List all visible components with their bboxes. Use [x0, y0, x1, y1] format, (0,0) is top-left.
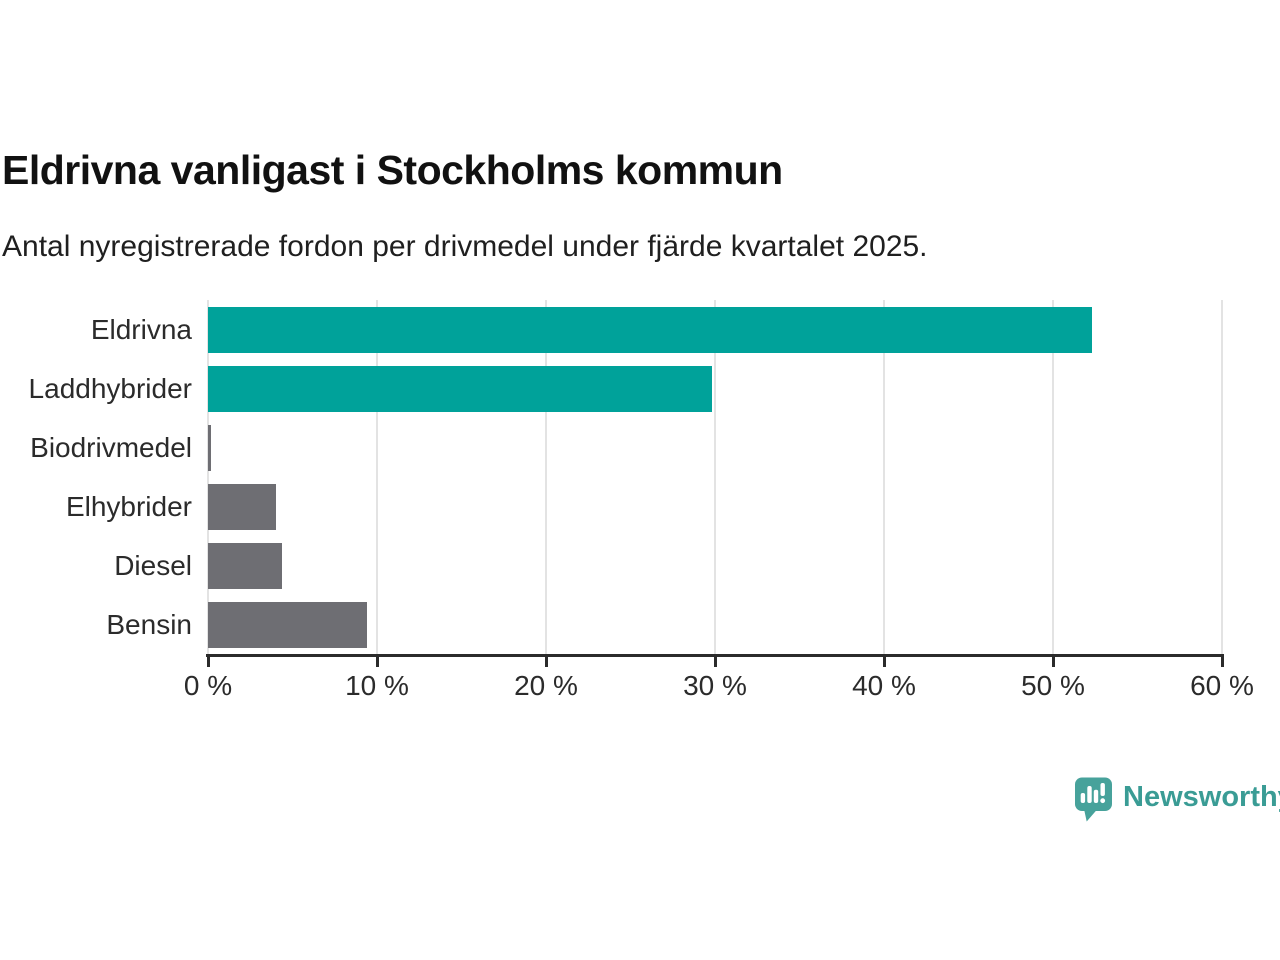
newsworthy-logo-text: Newsworthy [1123, 781, 1280, 813]
x-tick-mark-40 [882, 657, 886, 667]
x-tick-mark-10 [375, 657, 379, 667]
bar-elhybrider [208, 484, 276, 531]
bar-biodrivmedel [208, 424, 211, 471]
gridline-20 [545, 300, 547, 655]
chart-subtitle: Antal nyregistrerade fordon per drivmede… [2, 230, 928, 263]
x-tick-label-40: 40 % [852, 670, 916, 701]
y-label-laddhybrider: Laddhybrider [28, 372, 192, 404]
gridline-0 [207, 300, 209, 655]
newsworthy-logo-icon [1075, 777, 1112, 822]
gridline-60 [1221, 300, 1223, 655]
x-tick-label-60: 60 % [1190, 670, 1254, 701]
x-tick-label-10: 10 % [345, 670, 409, 701]
x-axis-line [206, 654, 1224, 657]
x-tick-label-30: 30 % [683, 670, 747, 701]
x-tick-mark-20 [544, 657, 548, 667]
y-label-elhybrider: Elhybrider [65, 491, 192, 523]
bar-eldrivna [208, 306, 1092, 353]
y-axis-labels: Eldrivna Laddhybrider Biodrivmedel Elhybrid… [0, 300, 192, 655]
plot-area: 0 % 10 % 20 % 30 % 40 % 50 % 60 % [184, 300, 1254, 701]
y-label-eldrivna: Eldrivna [90, 313, 192, 345]
x-tick-label-20: 20 % [514, 670, 578, 701]
gridline-50 [1052, 300, 1054, 655]
chart-title: Eldrivna vanligast i Stockholms kommun [2, 147, 783, 193]
bar-laddhybrider [208, 365, 712, 412]
newsworthy-branding: Newsworthy [1074, 777, 1280, 823]
gridline-10 [376, 300, 378, 655]
x-tick-mark-50 [1051, 657, 1055, 667]
x-tick-label-0: 0 % [183, 670, 233, 701]
bar-diesel [208, 543, 283, 590]
y-label-bensin: Bensin [106, 609, 192, 641]
gridline-30 [714, 300, 716, 655]
x-tick-label-50: 50 % [1021, 670, 1085, 701]
bar-bensin [208, 602, 367, 649]
gridline-40 [883, 300, 885, 655]
y-label-biodrivmedel: Biodrivmedel [30, 431, 192, 463]
y-label-diesel: Diesel [114, 550, 192, 582]
x-tick-mark-0 [206, 657, 210, 667]
x-tick-mark-60 [1220, 657, 1224, 667]
x-tick-mark-30 [713, 657, 717, 667]
